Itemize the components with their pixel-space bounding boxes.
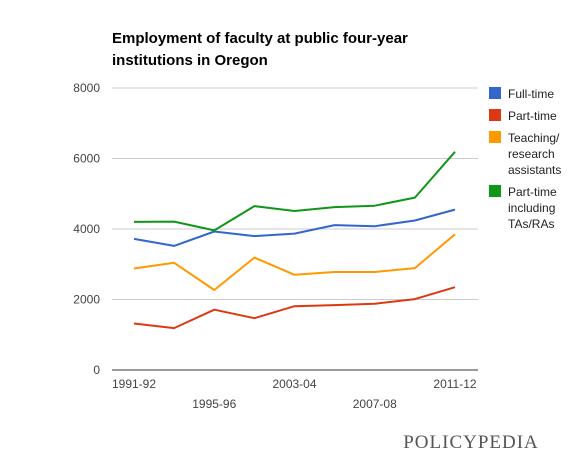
x-axis-ticks: 1991-92 1995-96 2003-04 2007-08 2011-12 [112, 377, 477, 411]
y-tick-label: 0 [93, 363, 100, 377]
legend-label: Part-time [508, 109, 557, 123]
y-tick-label: 8000 [73, 81, 100, 95]
legend-swatch [489, 87, 501, 99]
legend-swatch [489, 131, 501, 143]
legend-item: Part-time including TAs/RAs [489, 185, 557, 231]
policypedia-logo: POLICYPEDIA [403, 432, 539, 453]
legend-label: assistants [508, 163, 561, 177]
series-line-full-time [133, 208, 456, 247]
legend: Full-time Part-time Teaching/research assis… [489, 87, 561, 231]
legend-label: TAs/RAs [508, 217, 554, 231]
legend-label: Teaching/ [508, 131, 560, 145]
x-tick-label: 2003-04 [272, 377, 316, 391]
legend-label: Part-time [508, 185, 557, 199]
chart-title: Employment of faculty at public four-yea… [112, 30, 408, 69]
legend-swatch [489, 109, 501, 121]
y-axis-ticks: 0 2000 4000 6000 8000 [73, 81, 100, 377]
x-tick-label: 1991-92 [112, 377, 156, 391]
series-line-part-time-including-tas-ras [133, 151, 456, 232]
legend-item: Full-time [489, 87, 554, 101]
series-lines [133, 151, 456, 330]
legend-label: research [508, 147, 555, 161]
x-tick-label: 1995-96 [192, 397, 236, 411]
series-line-teaching-research-assistants [133, 233, 456, 291]
legend-item: Teaching/research assistants [489, 131, 561, 177]
y-tick-label: 2000 [73, 293, 100, 307]
y-tick-label: 4000 [73, 222, 100, 236]
chart-title-line-1: Employment of faculty at public four-yea… [112, 30, 408, 47]
legend-item: Part-time [489, 109, 557, 123]
legend-label: Full-time [508, 87, 554, 101]
x-tick-label: 2007-08 [353, 397, 397, 411]
chart-title-line-2: institutions in Oregon [112, 52, 268, 69]
y-tick-label: 6000 [73, 152, 100, 166]
series-line-part-time [133, 286, 456, 330]
legend-label: including [508, 201, 555, 215]
x-tick-label: 2011-12 [433, 377, 476, 391]
legend-swatch [489, 185, 501, 197]
